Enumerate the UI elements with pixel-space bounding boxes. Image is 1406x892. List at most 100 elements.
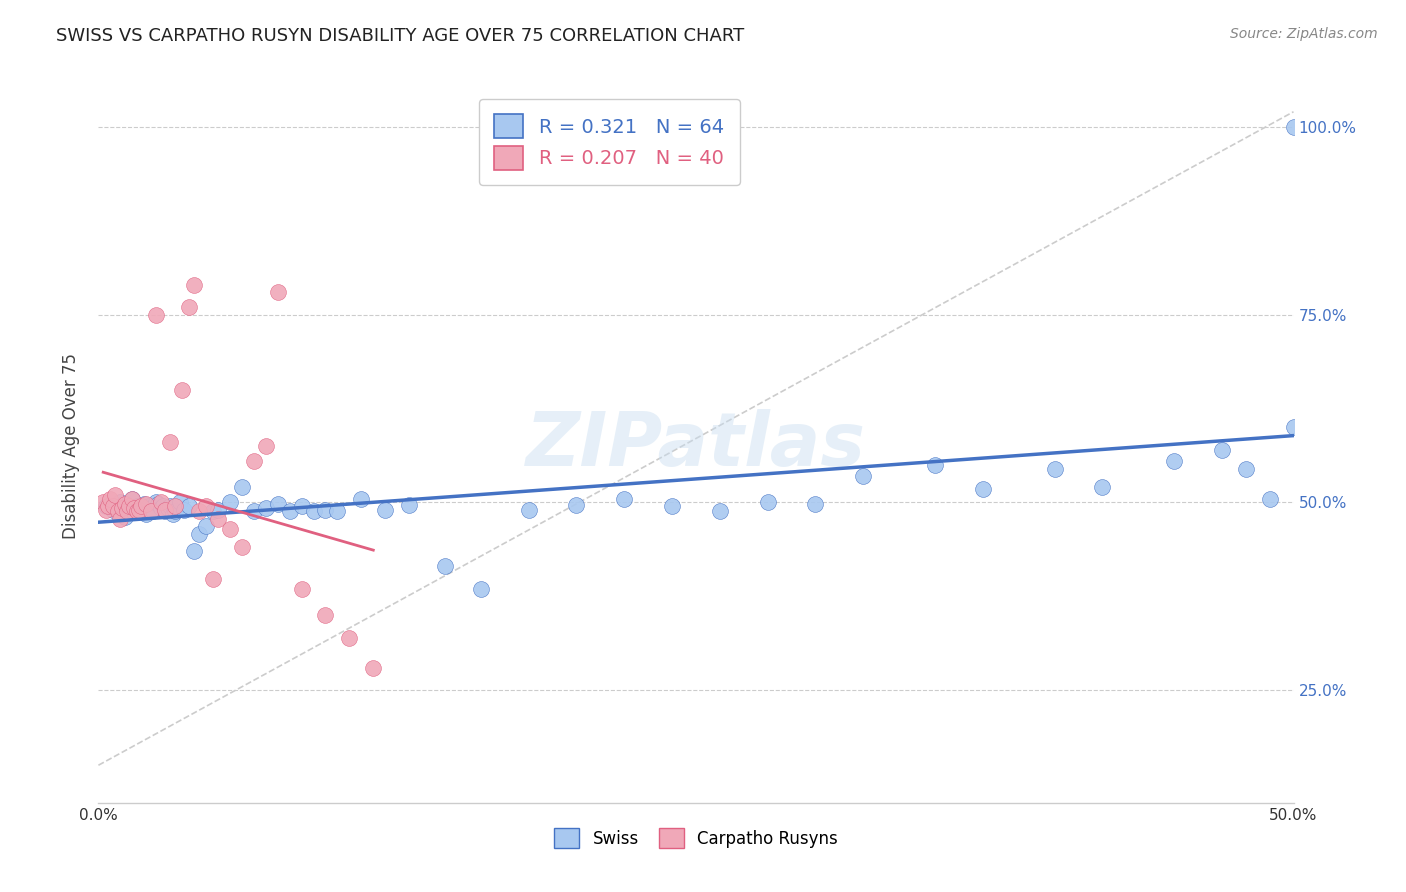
Point (302, 504, 325, 518)
Point (1282, 420, 1305, 434)
Point (114, 510, 136, 524)
Point (613, 491, 636, 506)
Point (219, 522, 242, 536)
Point (107, 504, 129, 518)
Point (98, 491, 122, 506)
Point (207, 512, 229, 526)
Point (202, 572, 225, 586)
Point (101, 503, 124, 517)
Point (326, 504, 349, 518)
Point (434, 559, 457, 574)
Point (374, 503, 396, 517)
Point (145, 495, 167, 509)
Point (101, 499, 124, 513)
Point (231, 480, 253, 494)
Point (108, 495, 131, 509)
Text: SWISS VS CARPATHO RUSYN DISABILITY AGE OVER 75 CORRELATION CHART: SWISS VS CARPATHO RUSYN DISABILITY AGE O… (56, 27, 745, 45)
Point (1163, 454, 1185, 468)
Point (179, 300, 201, 314)
Point (139, 504, 162, 518)
Point (267, 285, 290, 299)
Point (139, 501, 162, 516)
Point (254, 501, 277, 516)
Point (94, 503, 117, 517)
Point (121, 491, 143, 506)
Point (231, 541, 253, 555)
Point (156, 501, 179, 516)
Point (159, 435, 181, 450)
Point (398, 498, 420, 512)
Legend: Swiss, Carpatho Rusyns: Swiss, Carpatho Rusyns (547, 822, 845, 855)
Point (278, 504, 301, 518)
Point (202, 504, 225, 518)
Point (149, 501, 172, 516)
Point (187, 527, 209, 541)
Point (1282, 120, 1305, 134)
Point (183, 277, 205, 292)
Point (135, 507, 157, 521)
Point (291, 582, 314, 596)
Point (315, 607, 337, 622)
Point (94, 499, 117, 513)
Point (195, 499, 218, 513)
Point (254, 439, 277, 453)
Point (155, 504, 177, 518)
Point (804, 497, 827, 511)
Point (148, 497, 170, 511)
Point (159, 499, 181, 513)
Point (187, 504, 209, 518)
Point (291, 499, 314, 513)
Point (183, 544, 205, 558)
Point (173, 503, 195, 517)
Point (219, 495, 242, 509)
Point (1091, 480, 1114, 494)
Point (517, 503, 540, 517)
Point (132, 497, 155, 511)
Point (118, 503, 141, 517)
Point (207, 503, 229, 517)
Text: ZIPatlas: ZIPatlas (526, 409, 866, 483)
Point (565, 498, 588, 512)
Point (142, 504, 165, 518)
Point (115, 504, 138, 518)
Point (1043, 461, 1066, 475)
Point (135, 497, 157, 511)
Point (243, 504, 266, 518)
Point (315, 503, 337, 517)
Point (1234, 461, 1257, 475)
Point (363, 660, 385, 674)
Point (172, 383, 194, 397)
Text: Source: ZipAtlas.com: Source: ZipAtlas.com (1230, 27, 1378, 41)
Point (128, 503, 150, 517)
Point (267, 497, 290, 511)
Point (121, 491, 143, 506)
Point (339, 631, 361, 645)
Point (104, 488, 127, 502)
Point (350, 491, 373, 506)
Point (118, 499, 141, 513)
Point (169, 495, 191, 509)
Point (470, 582, 492, 596)
Point (97, 499, 120, 513)
Point (111, 501, 134, 516)
Point (195, 519, 218, 533)
Point (145, 308, 167, 322)
Point (852, 469, 875, 483)
Point (709, 504, 731, 518)
Point (243, 454, 266, 468)
Point (125, 504, 148, 518)
Y-axis label: Disability Age Over 75: Disability Age Over 75 (62, 353, 80, 539)
Point (1258, 491, 1281, 506)
Point (131, 499, 153, 513)
Point (114, 497, 136, 511)
Point (149, 495, 172, 509)
Point (163, 499, 186, 513)
Point (91, 495, 114, 509)
Point (155, 503, 177, 517)
Point (163, 504, 186, 518)
Point (756, 495, 779, 509)
Point (124, 501, 146, 516)
Point (138, 499, 160, 513)
Point (128, 504, 150, 518)
Point (661, 499, 683, 513)
